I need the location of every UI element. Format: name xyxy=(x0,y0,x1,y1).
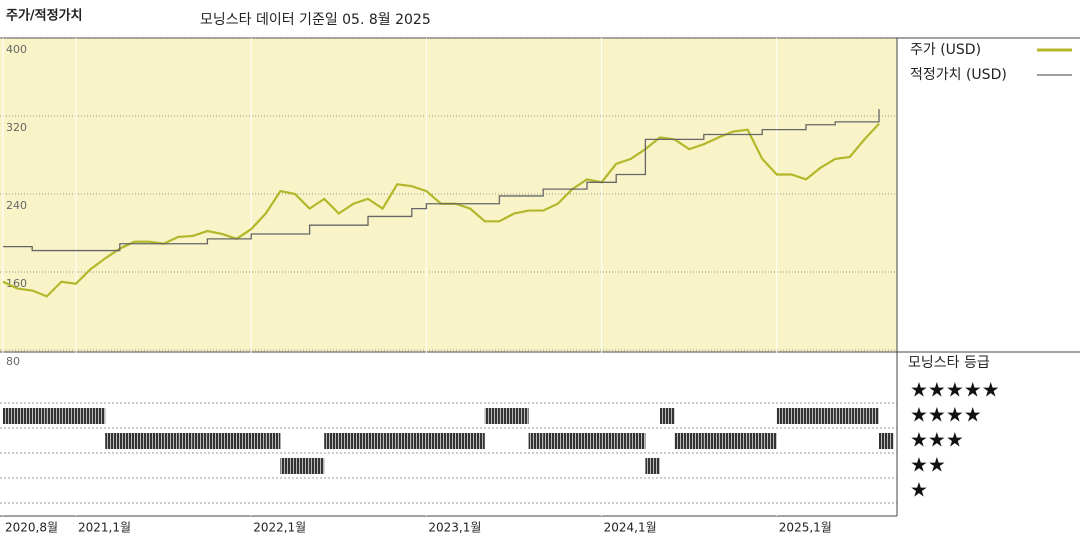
rating-bar xyxy=(324,433,339,449)
chart-subtitle: 모닝스타 데이터 기준일 05. 8월 2025 xyxy=(200,12,431,28)
y-tick-label: 240 xyxy=(6,199,27,212)
y-tick-label: 80 xyxy=(6,355,20,368)
rating-bar xyxy=(879,433,894,449)
rating-bar xyxy=(397,433,412,449)
rating-bar xyxy=(163,433,179,449)
rating-legend-stars: ★★★ xyxy=(910,428,964,452)
rating-bar xyxy=(630,433,646,449)
rating-bar xyxy=(338,433,354,449)
rating-bar xyxy=(747,433,763,449)
rating-bar xyxy=(382,433,398,449)
rating-bar xyxy=(514,408,529,424)
rating-bar xyxy=(119,433,135,449)
x-tick-label: 2022,1월 xyxy=(253,521,306,535)
rating-legend-stars: ★ xyxy=(910,478,928,502)
x-tick-label: 2021,1월 xyxy=(78,521,131,535)
rating-legend-stars: ★★ xyxy=(910,453,946,477)
rating-bar xyxy=(441,433,456,449)
rating-bar xyxy=(455,433,471,449)
rating-bar xyxy=(265,433,281,449)
plot-background xyxy=(0,38,897,352)
rating-bar xyxy=(835,408,850,424)
rating-legend-stars: ★★★★ xyxy=(910,403,982,427)
rating-bar xyxy=(484,408,500,424)
rating-bar xyxy=(368,433,383,449)
rating-bar xyxy=(90,408,106,424)
rating-bar xyxy=(251,433,266,449)
rating-bar xyxy=(674,433,690,449)
rating-bar xyxy=(776,408,792,424)
rating-bar xyxy=(660,408,675,424)
rating-bar xyxy=(353,433,368,449)
rating-bar xyxy=(149,433,164,449)
x-tick-label: 2024,1월 xyxy=(604,521,657,535)
rating-bar xyxy=(733,433,748,449)
rating-bar xyxy=(849,408,865,424)
rating-bar xyxy=(587,433,602,449)
series-line xyxy=(3,109,880,252)
rating-bar xyxy=(411,433,427,449)
rating-bar xyxy=(426,433,441,449)
x-tick-label: 2020,8월 xyxy=(5,521,58,535)
rating-bar xyxy=(3,408,18,424)
rating-bar xyxy=(689,433,704,449)
rating-bar xyxy=(236,433,252,449)
rating-bar xyxy=(105,433,120,449)
rating-bar xyxy=(280,458,295,474)
x-tick-label: 2023,1월 xyxy=(428,521,481,535)
rating-bar xyxy=(17,408,33,424)
legend-label: 주가 (USD) xyxy=(910,42,981,58)
rating-bar xyxy=(557,433,573,449)
rating-bar xyxy=(32,408,47,424)
rating-bar xyxy=(572,433,587,449)
rating-bar xyxy=(543,433,558,449)
rating-bar xyxy=(207,433,222,449)
rating-bar xyxy=(645,458,660,474)
rating-bar xyxy=(222,433,237,449)
rating-bar xyxy=(762,433,777,449)
legend-label: 적정가치 (USD) xyxy=(910,67,1007,83)
rating-bar xyxy=(61,408,76,424)
rating-bar xyxy=(820,408,836,424)
x-tick-label: 2025,1월 xyxy=(779,521,832,535)
rating-bar xyxy=(76,408,91,424)
rating-legend-title: 모닝스타 등급 xyxy=(908,355,990,371)
rating-bar xyxy=(192,433,208,449)
chart-title: 주가/적정가치 xyxy=(6,8,83,24)
rating-bar xyxy=(616,433,631,449)
rating-bar xyxy=(134,433,149,449)
rating-bar xyxy=(178,433,193,449)
rating-bar xyxy=(601,433,617,449)
rating-bar xyxy=(46,408,62,424)
rating-bar xyxy=(309,458,325,474)
rating-bar xyxy=(295,458,310,474)
rating-bar xyxy=(499,408,514,424)
rating-bar xyxy=(864,408,879,424)
rating-bar xyxy=(806,408,821,424)
y-tick-label: 400 xyxy=(6,43,27,56)
rating-bar xyxy=(703,433,719,449)
rating-bar xyxy=(791,408,806,424)
y-tick-label: 320 xyxy=(6,121,27,134)
rating-legend-stars: ★★★★★ xyxy=(910,378,1000,402)
rating-bar xyxy=(470,433,485,449)
rating-bar xyxy=(718,433,733,449)
rating-bar xyxy=(528,433,544,449)
